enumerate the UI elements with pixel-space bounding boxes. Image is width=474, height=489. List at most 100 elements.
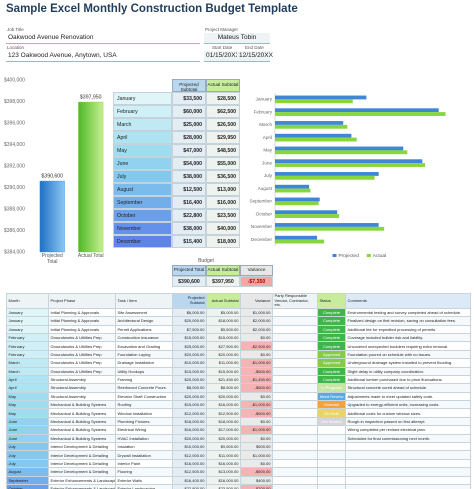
table-cell: $25,000.00 [172, 341, 207, 351]
table-cell: Exterior Walls [115, 475, 173, 486]
table-cell: Structural Assembly [48, 374, 116, 385]
table-cell: Approved [317, 358, 346, 368]
table-cell: Site Assessment [115, 307, 173, 318]
table-cell: Finalized design on first revision, savi… [345, 316, 471, 326]
table-cell [317, 433, 346, 444]
table-cell: $0.00 [240, 433, 273, 444]
table-cell: Groundworks & Utilities Prep [48, 332, 116, 343]
table-cell: Groundworks & Utilities Prep [48, 341, 116, 351]
table-cell: $0.00 [240, 391, 273, 402]
month-cell: March [113, 118, 172, 131]
table-cell: June [6, 433, 49, 444]
y-tick-label: $388,000 [4, 206, 25, 212]
table-cell: $2,000.00 [240, 324, 273, 334]
table-cell [317, 442, 346, 452]
table-cell: $6,000.00 [172, 307, 207, 318]
bar [275, 201, 319, 206]
amount-cell: $36,500 [206, 170, 240, 183]
table-cell: Exterior Landscaping [115, 483, 173, 489]
table-cell: June [6, 416, 49, 427]
table-cell [272, 442, 318, 452]
bar [275, 146, 404, 151]
month-cell: August [113, 183, 172, 196]
table-cell: Interior Development & Detailing [48, 458, 116, 469]
month-cell: April [113, 131, 172, 144]
table-cell: Foundation Laying [115, 349, 173, 360]
job-title: Oakwood Avenue Renovation [6, 33, 200, 44]
table-cell: On Hold [317, 408, 346, 418]
bar [275, 239, 325, 244]
budget-header: Variance [240, 265, 273, 276]
table-cell: $0.00 [240, 416, 273, 427]
table-cell: $12,000.00 [172, 450, 207, 460]
bar [275, 163, 426, 167]
table-cell: June [6, 425, 49, 435]
table-cell: $16,000.00 [206, 458, 241, 469]
amount-cell: $48,500 [206, 144, 240, 157]
table-cell: Electrical Wiring [115, 425, 173, 435]
table-cell: $12,500.00 [206, 408, 241, 418]
table-cell: Plumbing Fixtures [115, 416, 173, 427]
y-tick-label: March [259, 122, 272, 127]
table-cell: Mechanical & Building Systems [48, 433, 116, 444]
bar [275, 112, 446, 116]
amount-cell: $13,000 [206, 183, 240, 196]
table-cell: February [6, 349, 49, 360]
y-tick-label: $386,000 [4, 228, 25, 234]
bar [275, 121, 344, 125]
table-cell: $8,000.00 [172, 383, 207, 393]
y-tick-label: $398,000 [4, 99, 25, 105]
bar [275, 159, 423, 164]
table-cell: Initial Planning & Approvals [48, 316, 116, 326]
table-cell: $10,000.00 [172, 442, 207, 452]
table-cell: $7,500.00 [172, 324, 207, 334]
table-cell: $12,000.00 [172, 408, 207, 418]
table-cell: Uncovered unexpected boulders requiring … [345, 341, 471, 351]
y-tick-label: December [251, 237, 273, 242]
table-cell: $13,000.00 [206, 467, 241, 477]
task-table-wrap: Month Project Phase Task / Item Projected S… [6, 293, 471, 489]
y-tick-label: October [256, 211, 273, 216]
table-cell: Utility Hookups [115, 366, 173, 376]
y-tick-label: $392,000 [4, 163, 25, 169]
table-cell: Mechanical & Building Systems [48, 400, 116, 410]
table-cell: Additional fee for expedited processing … [345, 324, 471, 334]
table-cell [272, 307, 318, 318]
table-cell [272, 408, 318, 418]
y-tick-label: September [250, 199, 273, 204]
table-cell: HVAC Installation [115, 433, 173, 444]
table-cell: Mechanical & Building Systems [48, 408, 116, 418]
column-header: Variance [240, 293, 273, 309]
table-cell [272, 324, 318, 334]
table-row: June Mechanical & Building Systems HVAC In… [6, 433, 471, 444]
table-cell: Rough-in inspection passed on first atte… [345, 416, 471, 427]
table-cell: -$500.00 [240, 467, 273, 477]
table-cell: $15,000.00 [172, 332, 207, 343]
bar [39, 180, 65, 253]
month-cell: July [113, 170, 172, 183]
location: 123 Oakwood Avenue, Anytown, USA [6, 51, 200, 62]
table-cell: $0.00 [240, 349, 273, 360]
table-cell: Scheduled for final commissioning next m… [345, 433, 471, 444]
table-row: January Initial Planning & Approvals Permi… [6, 324, 471, 334]
column-header: Project Phase [48, 293, 116, 309]
table-row: October Exterior Enhancements & Landscapi… [6, 483, 471, 489]
column-header: Actual Subtotal [206, 293, 241, 309]
bar [275, 188, 311, 193]
table-cell [272, 433, 318, 444]
table-cell: Environmental testing and survey complet… [345, 307, 471, 318]
table-head-row: Month Project Phase Task / Item Projected S… [6, 293, 471, 309]
table-cell: $21,450.00 [206, 374, 241, 385]
table-row: February Groundworks & Utilities Prep Foun… [6, 349, 471, 360]
table-cell: $500.00 [240, 442, 273, 452]
table-cell: -$1,000.00 [240, 425, 273, 435]
amount-cell: $15,400 [172, 235, 206, 248]
amount-cell: $33,500 [172, 92, 206, 105]
table-cell: Initial Planning & Approvals [48, 324, 116, 334]
table-cell: May [6, 391, 49, 402]
amount-cell: $38,000 [172, 222, 206, 235]
amount-cell: $18,000 [206, 235, 240, 248]
y-tick-label: July [264, 173, 273, 178]
table-cell: Groundworks & Utilities Prep [48, 366, 116, 376]
y-tick-label: January [256, 97, 273, 102]
